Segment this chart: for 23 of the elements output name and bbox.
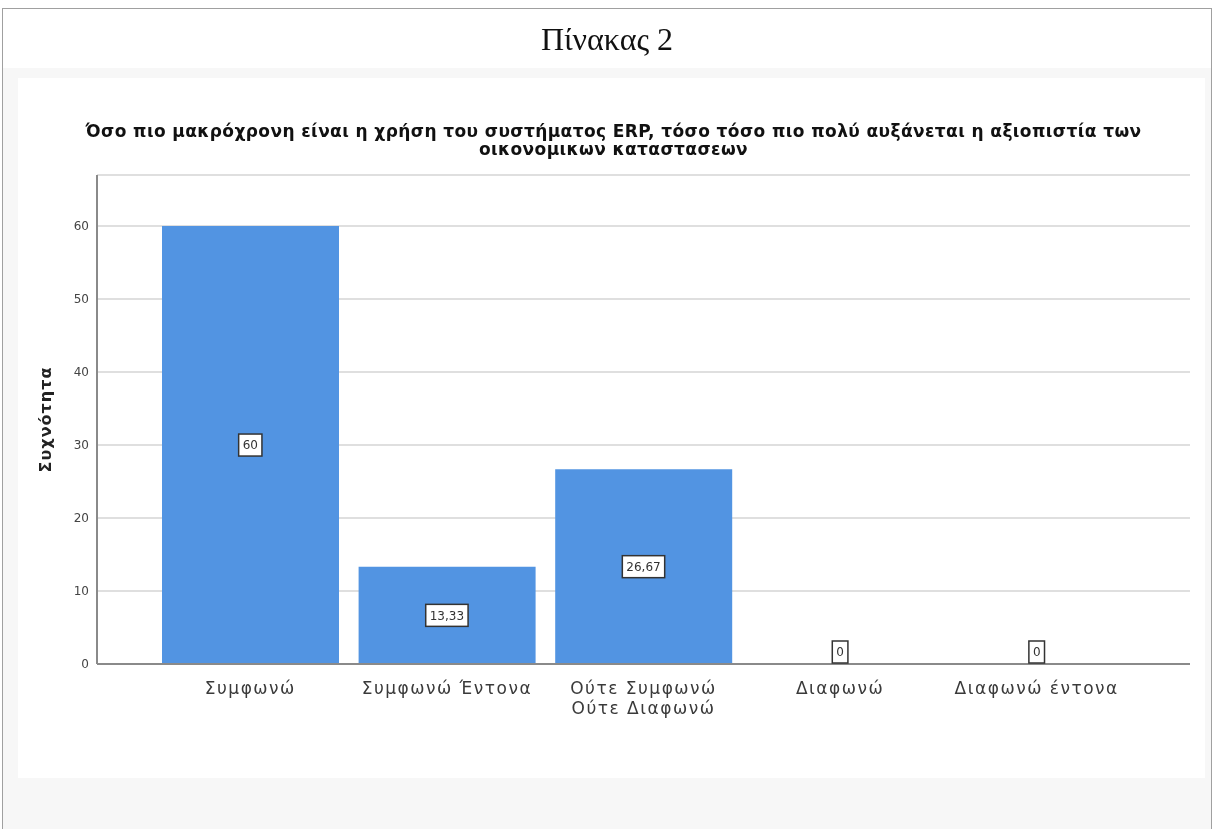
bar <box>555 469 733 664</box>
chart-title: Όσο πιο μακρόχρονη είναι η χρήση του συστήματος ERP, τόσο τόσο πιο πολύ αυξάνεται η αξιοπιστία των οικονομικων καταστασεων <box>84 121 1143 159</box>
y-tick-label: 30 <box>73 438 89 453</box>
y-tick-label: 10 <box>73 584 89 599</box>
x-tick-label: Διαφωνώ <box>795 678 885 699</box>
x-tick-label: Συμφωνώ <box>204 678 296 699</box>
x-tick-label: Διαφωνώ έντονα <box>954 678 1119 699</box>
y-tick-label: 20 <box>73 511 89 526</box>
bar <box>162 226 339 664</box>
y-axis-title: Συχνότητα <box>35 366 55 473</box>
x-tick-label: Συμφωνώ Έντονα <box>361 678 533 699</box>
bar <box>358 566 536 664</box>
data-label: 0 <box>836 645 844 660</box>
text: Πίνακας 2 <box>540 20 674 57</box>
y-tick-label: 0 <box>81 657 89 672</box>
data-label: 60 <box>242 438 258 453</box>
data-label: 0 <box>1032 645 1041 660</box>
data-label: 13,33 <box>429 608 465 623</box>
x-tick-label: Ούτε Συμφωνώ Ούτε Διαφωνώ <box>570 678 717 719</box>
y-tick-label: 50 <box>73 292 89 307</box>
y-tick-label: 60 <box>73 219 89 234</box>
y-tick-label: 40 <box>73 365 89 380</box>
data-label: 26,67 <box>626 559 661 574</box>
